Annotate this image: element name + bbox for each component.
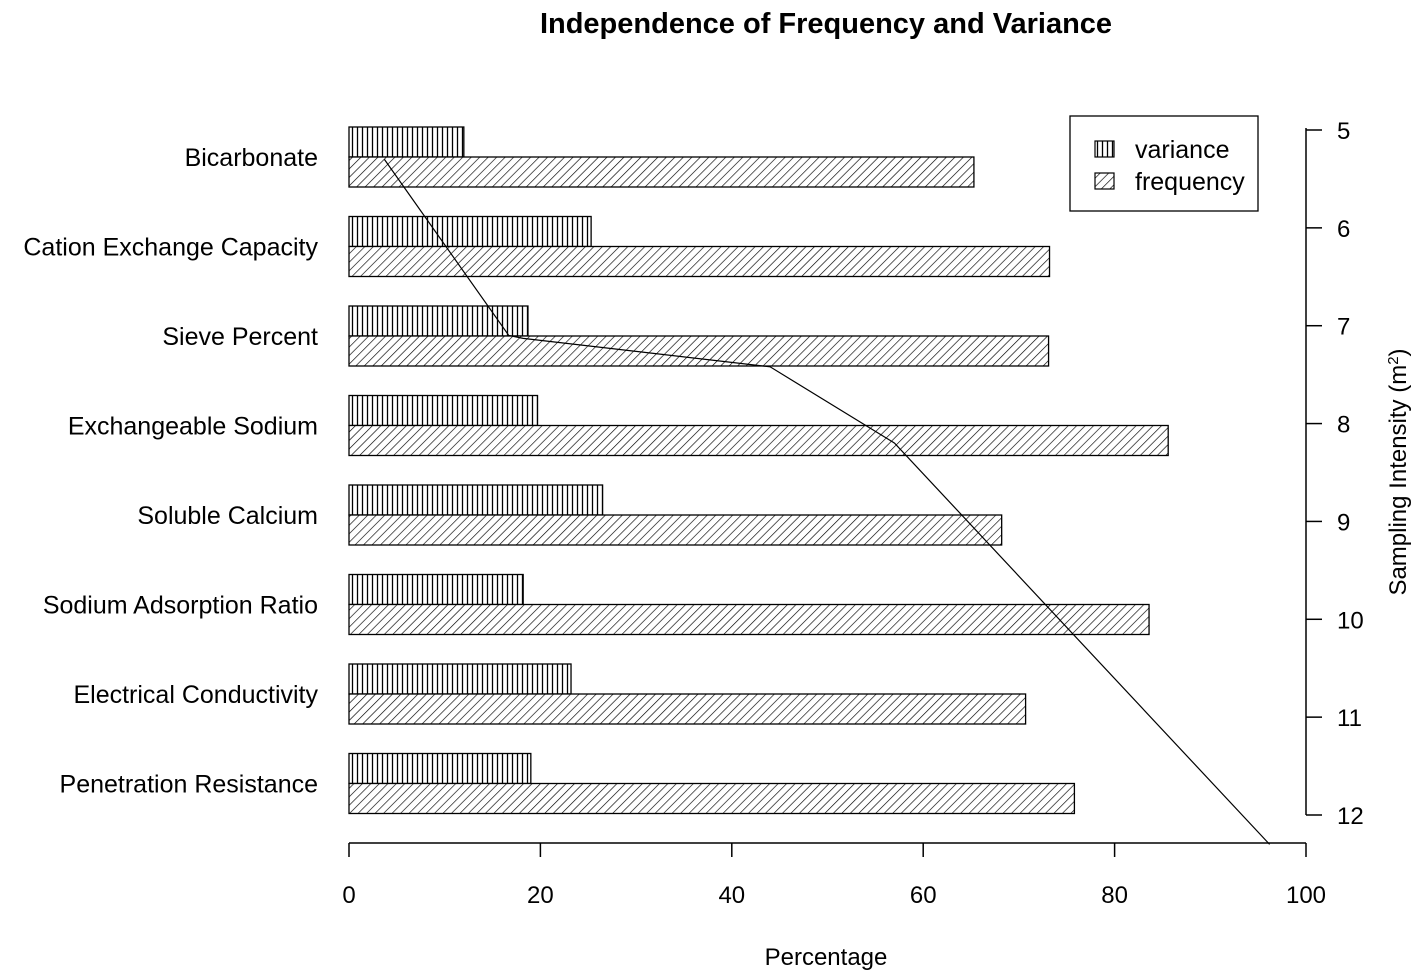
category-label: Bicarbonate (185, 144, 318, 172)
category-label: Sieve Percent (162, 323, 318, 351)
x-tick-label: 0 (342, 882, 355, 909)
right-axis-tick-label: 6 (1337, 216, 1350, 243)
bar-variance (348, 126, 465, 158)
bar-variance (348, 215, 592, 248)
category-label: Sodium Adsorption Ratio (43, 592, 318, 620)
x-ticks: 0 20 40 60 80 100 (342, 843, 1326, 909)
bar-frequency (348, 335, 1050, 367)
right-axis-tick-label: 8 (1337, 412, 1350, 439)
bar-frequency (348, 245, 1051, 278)
right-axis-tick-label: 7 (1337, 314, 1350, 341)
bars-group (348, 126, 1169, 815)
right-axis-tick-label: 9 (1337, 509, 1350, 536)
legend: variance frequency (1069, 115, 1259, 212)
bar-frequency (348, 603, 1150, 636)
x-axis: 0 20 40 60 80 100 (342, 842, 1326, 909)
category-label: Penetration Resistance (60, 771, 318, 799)
right-axis-tick-label: 12 (1337, 803, 1364, 830)
legend-box (1069, 115, 1259, 212)
right-axis-tick-label: 11 (1337, 705, 1362, 732)
x-tick-label: 40 (718, 882, 745, 909)
right-axis-tick-label: 5 (1337, 118, 1350, 145)
right-axis: 5 6 7 8 9 10 11 12 (1305, 118, 1364, 830)
bar-frequency (348, 693, 1027, 725)
category-label: Electrical Conductivity (73, 681, 318, 709)
x-tick-label: 60 (910, 882, 937, 909)
right-axis-tick-label: 10 (1337, 607, 1364, 634)
x-tick-label: 20 (527, 882, 554, 909)
bar-variance (348, 663, 572, 695)
legend-swatch-variance (1094, 140, 1115, 158)
bar-variance (348, 305, 529, 337)
right-axis-ticks: 5 6 7 8 9 10 11 12 (1306, 118, 1364, 830)
category-label: Soluble Calcium (137, 502, 318, 530)
category-label: Exchangeable Sodium (68, 413, 318, 441)
x-tick-label: 80 (1101, 882, 1128, 909)
bar-frequency (348, 156, 975, 188)
bar-variance (348, 573, 524, 606)
right-axis-title: Sampling Intensity (m2) (1385, 348, 1413, 595)
legend-swatch-frequency (1094, 172, 1115, 190)
bar-frequency (348, 514, 1003, 546)
category-labels: Bicarbonate Cation Exchange Capacity Sieve… (23, 144, 318, 799)
x-tick-label: 100 (1286, 882, 1326, 909)
bar-variance (348, 394, 539, 427)
legend-label-frequency: frequency (1135, 168, 1245, 196)
legend-label-variance: variance (1135, 136, 1230, 164)
x-axis-title: Percentage (765, 944, 888, 971)
bar-variance (348, 484, 604, 516)
bar-variance (348, 752, 532, 785)
category-label: Cation Exchange Capacity (23, 234, 318, 262)
bar-frequency (348, 782, 1076, 815)
chart-title: Independence of Frequency and Variance (540, 8, 1112, 40)
bar-frequency (348, 424, 1169, 457)
sampling-intensity-line (383, 159, 1271, 845)
